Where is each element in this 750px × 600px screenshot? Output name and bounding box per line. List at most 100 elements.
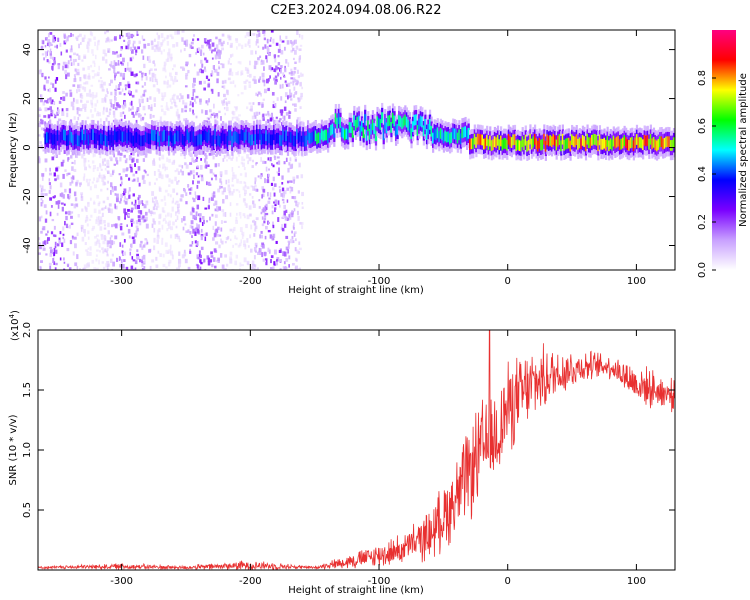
band-cell xyxy=(515,140,518,151)
noise-cell xyxy=(227,60,230,65)
noise-cell xyxy=(199,217,202,223)
noise-cell xyxy=(62,61,66,65)
band-cell xyxy=(589,137,592,149)
noise-cell xyxy=(285,35,288,39)
noise-cell xyxy=(70,203,74,206)
band-cell xyxy=(146,132,149,144)
noise-cell xyxy=(141,256,144,260)
noise-cell xyxy=(51,156,55,161)
noise-cell xyxy=(127,35,131,40)
noise-cell xyxy=(98,219,102,225)
noise-cell xyxy=(96,194,100,199)
noise-cell xyxy=(247,160,250,165)
noise-cell xyxy=(210,251,213,255)
noise-cell xyxy=(289,81,293,84)
noise-cell xyxy=(117,87,121,90)
band-cell xyxy=(583,136,586,147)
noise-cell xyxy=(203,38,207,43)
band-cell xyxy=(103,130,106,142)
noise-cell xyxy=(124,67,127,72)
band-cell xyxy=(317,132,320,144)
noise-cell xyxy=(115,85,118,91)
noise-cell xyxy=(260,59,263,62)
noise-cell xyxy=(45,36,48,40)
band-cell xyxy=(345,128,348,140)
band-cell xyxy=(655,140,659,152)
noise-cell xyxy=(243,215,246,219)
noise-cell xyxy=(135,89,138,93)
band-cell xyxy=(442,132,446,144)
noise-cell xyxy=(291,240,295,244)
noise-cell xyxy=(216,259,219,263)
noise-cell xyxy=(194,98,196,102)
noise-cell xyxy=(300,92,303,98)
band-cell xyxy=(124,130,127,141)
noise-cell xyxy=(119,112,123,117)
noise-cell xyxy=(184,109,187,113)
noise-cell xyxy=(169,34,173,38)
noise-cell xyxy=(196,264,199,269)
noise-cell xyxy=(197,195,201,201)
noise-cell xyxy=(287,167,290,173)
band-cell xyxy=(50,132,53,144)
noise-cell xyxy=(167,193,170,197)
noise-cell xyxy=(145,200,149,206)
noise-cell xyxy=(125,32,128,37)
colorbar-tick-label: 0.6 xyxy=(697,118,708,134)
noise-cell xyxy=(244,244,247,250)
band-cell xyxy=(189,131,192,143)
noise-cell xyxy=(76,179,79,184)
noise-cell xyxy=(196,204,200,210)
snr-y-ticks: 0.51.01.52.0 xyxy=(22,322,675,518)
noise-cell xyxy=(136,253,140,258)
noise-cell xyxy=(223,268,225,270)
noise-cell xyxy=(270,255,274,259)
noise-cell xyxy=(92,168,95,172)
noise-cell xyxy=(239,215,242,219)
band-cell xyxy=(134,132,137,144)
noise-cell xyxy=(111,224,113,228)
noise-cell xyxy=(193,174,195,179)
noise-cell xyxy=(268,173,270,177)
noise-cell xyxy=(168,220,171,226)
noise-cell xyxy=(160,33,164,39)
noise-cell xyxy=(255,50,257,55)
noise-cell xyxy=(185,118,188,121)
noise-cell xyxy=(152,200,156,204)
noise-cell xyxy=(152,211,156,215)
noise-cell xyxy=(280,50,284,55)
noise-cell xyxy=(161,224,164,230)
noise-cell xyxy=(189,162,193,165)
noise-cell xyxy=(78,114,81,117)
noise-cell xyxy=(176,108,179,112)
noise-cell xyxy=(139,103,141,108)
colorbar-label: Normalized spectral amplitude xyxy=(738,73,749,227)
band-cell xyxy=(283,131,286,143)
noise-cell xyxy=(273,54,276,59)
band-cell xyxy=(183,135,186,147)
noise-cell xyxy=(63,257,65,261)
noise-cell xyxy=(287,244,290,249)
noise-cell xyxy=(144,242,148,246)
noise-cell xyxy=(237,120,241,125)
noise-cell xyxy=(285,157,288,162)
noise-cell xyxy=(191,157,194,163)
band-cell xyxy=(167,135,171,147)
noise-cell xyxy=(127,83,131,89)
noise-cell xyxy=(202,216,205,220)
noise-cell xyxy=(192,38,195,42)
noise-cell xyxy=(131,111,134,115)
noise-cell xyxy=(254,123,257,126)
noise-cell xyxy=(149,77,152,82)
noise-cell xyxy=(246,106,249,110)
band-cell xyxy=(64,130,67,141)
noise-cell xyxy=(206,101,209,106)
noise-cell xyxy=(184,162,187,166)
noise-cell xyxy=(220,42,224,47)
noise-cell xyxy=(161,237,164,241)
noise-cell xyxy=(38,107,42,110)
noise-cell xyxy=(165,266,168,269)
band-cell xyxy=(481,134,484,146)
snr-y-label: SNR (10 * v/v) xyxy=(8,414,19,485)
band-cell xyxy=(475,137,478,148)
